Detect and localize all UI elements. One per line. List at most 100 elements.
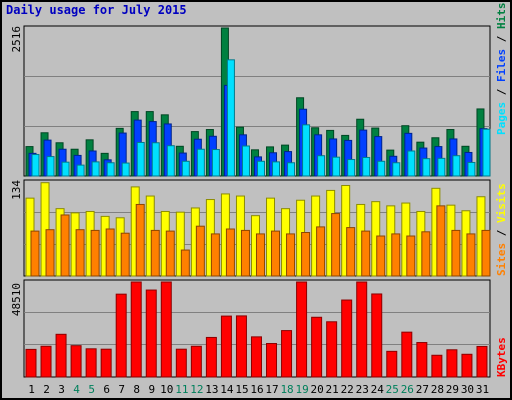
hits-bar-pages-day-31 (482, 128, 491, 177)
x-tick-label-day-12: 12 (190, 383, 203, 396)
kbytes-bar-kbytes-day-21 (326, 321, 338, 378)
hits-bar-pages-day-7 (121, 162, 130, 177)
visits-ymax-label: 134 (10, 180, 23, 200)
x-tick-label-day-11: 11 (175, 383, 188, 396)
hits-bar-pages-day-2 (46, 156, 55, 177)
kbytes-bar-kbytes-day-6 (100, 348, 112, 378)
hits-bar-pages-day-27 (422, 158, 431, 177)
x-tick-label-day-13: 13 (205, 383, 218, 396)
visits-bar-sites-day-4 (75, 229, 85, 277)
hits-bar-pages-day-5 (91, 161, 100, 177)
x-tick-label-day-19: 19 (295, 383, 308, 396)
kbytes-bar-kbytes-day-13 (205, 336, 217, 378)
hits-bar-pages-day-8 (136, 141, 145, 177)
kbytes-bar-kbytes-day-10 (160, 281, 172, 378)
legend-sites: Sites (495, 243, 508, 276)
kbytes-bar-kbytes-day-23 (356, 281, 368, 378)
x-tick-label-day-6: 6 (103, 383, 110, 396)
kbytes-bar-kbytes-day-19 (296, 281, 308, 378)
x-tick-label-day-31: 31 (476, 383, 489, 396)
hits-bar-pages-day-21 (332, 156, 341, 177)
x-tick-label-day-26: 26 (401, 383, 414, 396)
kbytes-bar-kbytes-day-15 (235, 315, 247, 378)
hits-bar-pages-day-6 (106, 162, 115, 177)
hits-bar-pages-day-25 (392, 162, 401, 177)
hits-bar-pages-day-3 (61, 161, 70, 177)
kbytes-bar-kbytes-day-25 (386, 350, 398, 378)
x-tick-label-day-16: 16 (250, 383, 263, 396)
kbytes-bar-kbytes-day-24 (371, 293, 383, 378)
kbytes-bar-kbytes-day-5 (85, 348, 97, 378)
kbytes-bar-kbytes-day-8 (130, 281, 142, 378)
kbytes-ymax-label: 48510 (10, 283, 23, 316)
x-tick-label-day-7: 7 (118, 383, 125, 396)
kbytes-bar-kbytes-day-1 (25, 348, 37, 378)
visits-bar-sites-day-14 (225, 228, 235, 277)
hits-ymax-label: 2516 (10, 26, 23, 53)
kbytes-bar-kbytes-day-20 (311, 316, 323, 378)
x-tick-label-day-8: 8 (133, 383, 140, 396)
hits-bar-pages-day-14 (226, 59, 235, 177)
x-tick-label-day-9: 9 (148, 383, 155, 396)
visits-bar-sites-day-17 (271, 230, 281, 277)
kbytes-bar-kbytes-day-31 (476, 345, 488, 378)
kbytes-bar-kbytes-day-12 (190, 345, 202, 378)
x-tick-label-day-4: 4 (73, 383, 80, 396)
hits-bar-pages-day-4 (76, 164, 85, 177)
x-tick-label-day-10: 10 (160, 383, 173, 396)
hits-bar-pages-day-20 (317, 155, 326, 177)
kbytes-bar-kbytes-day-29 (446, 349, 458, 378)
x-tick-label-day-22: 22 (341, 383, 354, 396)
x-tick-label-day-30: 30 (461, 383, 474, 396)
x-tick-label-day-21: 21 (326, 383, 339, 396)
visits-bar-sites-day-20 (316, 226, 326, 277)
kbytes-bar-kbytes-day-18 (281, 330, 293, 378)
kbytes-bar-kbytes-day-28 (431, 354, 443, 378)
visits-bar-sites-day-11 (180, 249, 190, 277)
hits-legend: Pages / Files / Hits (495, 3, 508, 136)
visits-bar-sites-day-15 (240, 229, 250, 277)
x-tick-label-day-2: 2 (43, 383, 50, 396)
hits-bar-pages-day-13 (211, 149, 220, 177)
kbytes-bar-kbytes-day-16 (250, 336, 262, 378)
x-tick-label-day-24: 24 (371, 383, 385, 396)
kbytes-bar-kbytes-day-30 (461, 353, 473, 378)
x-tick-label-day-25: 25 (386, 383, 399, 396)
legend-files: Files (495, 49, 508, 82)
hits-bar-pages-day-16 (256, 160, 265, 177)
kbytes-bar-kbytes-day-3 (55, 333, 67, 378)
x-tick-label-day-1: 1 (28, 383, 35, 396)
kbytes-bar-kbytes-day-17 (266, 343, 278, 378)
chart-title: Daily usage for July 2015 (6, 3, 187, 17)
visits-bar-sites-day-18 (286, 233, 296, 277)
x-tick-label-day-20: 20 (311, 383, 324, 396)
visits-bar-sites-day-30 (466, 233, 476, 277)
visits-bar-sites-day-26 (406, 235, 416, 277)
kbytes-bar-kbytes-day-7 (115, 293, 127, 378)
visits-bar-sites-day-23 (361, 230, 371, 277)
legend-visits: Visits (495, 183, 508, 223)
hits-bar-pages-day-15 (241, 145, 250, 177)
hits-bar-pages-day-29 (452, 155, 461, 177)
visits-bar-sites-day-13 (210, 233, 220, 277)
visits-bar-sites-day-2 (45, 229, 55, 277)
hits-bar-pages-day-9 (151, 142, 160, 177)
x-tick-label-day-29: 29 (446, 383, 459, 396)
hits-bar-pages-day-1 (31, 154, 40, 177)
kbytes-bar-kbytes-day-4 (70, 345, 82, 378)
kbytes-legend: KBytes (495, 337, 508, 377)
visits-bar-sites-day-3 (60, 214, 70, 277)
kbytes-bar-kbytes-day-2 (40, 345, 52, 378)
x-tick-label-day-17: 17 (265, 383, 278, 396)
visits-bar-sites-day-28 (436, 205, 446, 277)
legend-pages: Pages (495, 102, 508, 135)
kbytes-bar-kbytes-day-11 (175, 348, 187, 378)
hits-bar-pages-day-10 (166, 145, 175, 177)
visits-bar-sites-day-22 (346, 227, 356, 277)
hits-bar-pages-day-26 (407, 150, 416, 177)
visits-bar-visits-day-11 (175, 211, 185, 277)
visits-legend: Sites / Visits (495, 183, 508, 276)
hits-bar-pages-day-30 (467, 161, 476, 177)
hits-bar-pages-day-28 (437, 157, 446, 177)
